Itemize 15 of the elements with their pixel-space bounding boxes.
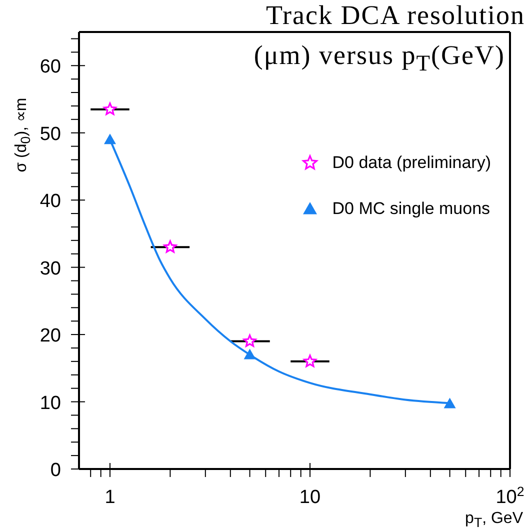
chart-title: Track DCA resolution <box>266 0 525 31</box>
x-tick-label: 1 <box>104 487 116 508</box>
x-tick-label: 10 <box>299 487 321 508</box>
y-tick-label: 20 <box>40 326 61 347</box>
legend-label: D0 data (preliminary) <box>332 153 491 173</box>
y-tick-label: 50 <box>40 124 61 145</box>
y-tick-label: 60 <box>40 56 61 78</box>
y-tick-label: 30 <box>40 258 61 280</box>
y-tick-label: 10 <box>40 392 61 414</box>
x-tick-label: 10$^{2}$ <box>496 484 524 508</box>
x-axis-title: p$_{T}$, GeV <box>465 510 523 530</box>
chart-subtitle: (μm) versus p$_{T}$(GeV) <box>254 40 505 76</box>
legend-label: D0 MC single muons <box>332 199 490 219</box>
y-tick-label: 40 <box>40 191 61 212</box>
y-tick-label: 0 <box>50 460 61 481</box>
